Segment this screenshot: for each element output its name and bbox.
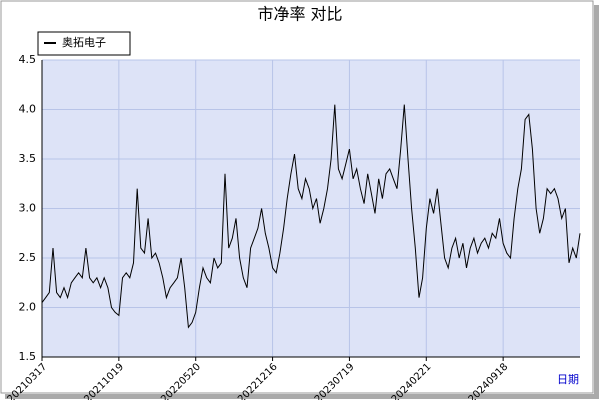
y-tick-label: 4.5 (19, 53, 37, 66)
legend-label: 奥拓电子 (62, 35, 106, 49)
y-tick-label: 3.5 (19, 152, 37, 165)
y-tick-label: 2.5 (19, 251, 37, 264)
x-axis-label: 日期 (557, 373, 579, 386)
y-tick-label: 3.0 (19, 202, 37, 215)
legend (37, 31, 131, 56)
y-tick-label: 2.0 (19, 301, 37, 314)
y-tick-label: 1.5 (19, 350, 37, 363)
data-line (41, 104, 581, 329)
frame-shadow (594, 5, 599, 397)
chart-title: 市净率 对比 (257, 5, 342, 24)
frame-shadow (5, 394, 599, 399)
y-tick-label: 4.0 (19, 103, 37, 116)
